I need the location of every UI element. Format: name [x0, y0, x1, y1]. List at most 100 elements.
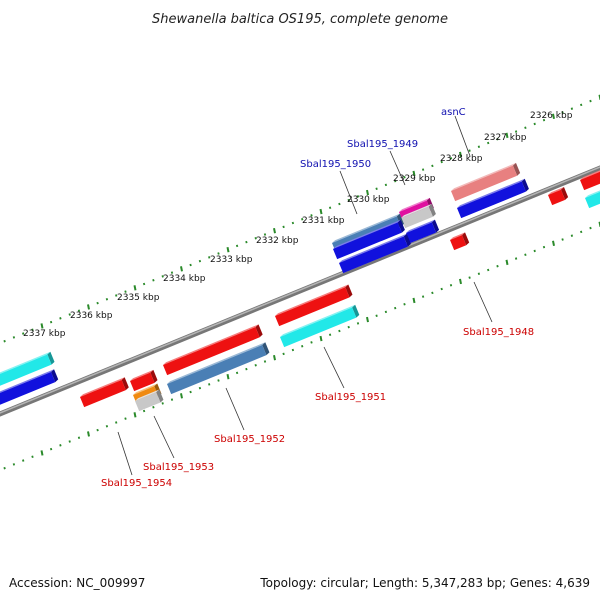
- gene-sbal195-1950-b[interactable]: [406, 219, 440, 244]
- ruler-tick: [245, 367, 248, 371]
- gene-sbal195-1948-upper[interactable]: [457, 178, 529, 219]
- ruler-tick: [496, 264, 499, 268]
- ruler-label: 2333 kbp: [210, 255, 253, 265]
- ruler-tick: [505, 259, 509, 266]
- ruler-tick: [328, 206, 332, 210]
- ruler-tick: [301, 217, 304, 221]
- ruler-label: 2328 kbp: [440, 154, 483, 164]
- ruler-tick: [31, 455, 34, 459]
- ruler-tick: [440, 287, 443, 291]
- gene-edge-red[interactable]: [580, 166, 600, 191]
- gene-sbal195-1949-shadow[interactable]: [401, 203, 436, 229]
- ruler-tick: [366, 316, 369, 323]
- ruler-tick: [347, 325, 350, 329]
- ruler-tick: [403, 176, 406, 179]
- gene-small-red[interactable]: [548, 186, 569, 206]
- ruler-tick: [115, 294, 118, 297]
- gene-label-sbal195-1954[interactable]: Sbal195_1954: [101, 478, 172, 489]
- gene-label-sbal195-1950[interactable]: Sbal195_1950: [300, 159, 371, 170]
- gene-left-blue[interactable]: [0, 369, 59, 407]
- ruler-tick: [375, 314, 378, 317]
- ruler-label: 2336 kbp: [70, 311, 113, 321]
- ruler-tick: [514, 257, 518, 260]
- ruler-tick: [533, 122, 536, 126]
- ruler-tick: [440, 160, 443, 164]
- ruler-tick: [22, 332, 25, 335]
- gene-small-red-2[interactable]: [130, 369, 158, 392]
- gene-label-asnc[interactable]: asnC: [441, 107, 466, 118]
- ruler-tick: [477, 145, 481, 149]
- ruler-tick: [412, 170, 416, 177]
- gene-sbal195-1951[interactable]: [280, 304, 360, 348]
- ruler-tick: [468, 276, 471, 279]
- ruler-label: 2331 kbp: [302, 216, 345, 226]
- ruler-tick: [189, 390, 192, 394]
- ruler-tick: [254, 364, 257, 367]
- ruler-tick: [263, 233, 267, 236]
- ruler-tick: [124, 417, 127, 420]
- ruler-tick: [180, 266, 183, 272]
- gene-label-sbal195-1953[interactable]: Sbal195_1953: [143, 462, 214, 473]
- ruler-tick: [77, 309, 81, 312]
- ruler-tick: [59, 444, 62, 447]
- ruler-tick: [142, 282, 146, 286]
- gene-sbal195-1950-d[interactable]: [339, 233, 411, 274]
- gene-label-sbal195-1951[interactable]: Sbal195_1951: [315, 392, 386, 403]
- gene-label-sbal195-1948[interactable]: Sbal195_1948: [463, 327, 534, 338]
- label-connectors: [117, 115, 493, 476]
- ruler-tick: [580, 230, 583, 234]
- gene-edge-cyan[interactable]: [585, 186, 600, 209]
- ruler-tick: [170, 271, 174, 274]
- ruler-tick: [198, 386, 202, 390]
- ruler-tick: [152, 278, 155, 282]
- gene-sbal195-1954[interactable]: [80, 377, 129, 408]
- ruler-tick: [217, 252, 220, 255]
- ruler-tick: [115, 421, 118, 424]
- gene-features: [0, 162, 600, 412]
- ruler-tick: [310, 341, 313, 344]
- ruler-tick: [124, 290, 127, 293]
- ruler-label: 2335 kbp: [117, 293, 160, 303]
- ruler-label: 2329 kbp: [393, 174, 436, 184]
- gene-asnc[interactable]: [451, 162, 521, 202]
- ruler-tick: [96, 428, 99, 432]
- ruler-tick: [152, 405, 155, 409]
- gene-sbal195-1951-red[interactable]: [275, 284, 353, 327]
- ruler-tick: [514, 130, 518, 133]
- gene-label-sbal195-1949[interactable]: Sbal195_1949: [347, 139, 418, 150]
- gene-label-sbal195-1952[interactable]: Sbal195_1952: [214, 434, 285, 445]
- ruler-tick: [384, 310, 388, 314]
- gene-left-cyan[interactable]: [0, 351, 55, 388]
- ruler-tick: [338, 202, 341, 206]
- genome-summary-text: Topology: circular; Length: 5,347,283 bp…: [259, 576, 590, 590]
- ruler-tick: [561, 111, 564, 114]
- gene-sbal195-1948[interactable]: [450, 232, 470, 251]
- ruler-tick: [133, 285, 137, 291]
- ruler-tick: [366, 189, 369, 196]
- ruler-tick: [22, 459, 25, 462]
- gene-sbal195-1952-red[interactable]: [163, 324, 263, 376]
- ruler-tick: [570, 234, 574, 237]
- ruler-tick: [161, 275, 164, 278]
- ruler-tick: [170, 398, 174, 401]
- gene-sbal195-1950-c[interactable]: [333, 219, 405, 260]
- ruler-tick: [254, 237, 257, 240]
- ruler-tick: [3, 466, 6, 470]
- gene-sbal195-1952[interactable]: [167, 342, 270, 395]
- ruler-tick: [505, 132, 509, 139]
- ruler-tick: [421, 295, 425, 298]
- ruler-tick: [356, 322, 360, 325]
- ruler-tick: [282, 225, 285, 229]
- ruler-tick: [319, 335, 323, 342]
- ruler-tick: [431, 291, 434, 295]
- ruler-tick: [394, 179, 397, 183]
- ruler-tick: [524, 253, 527, 257]
- ruler-tick: [589, 226, 592, 230]
- gene-sbal195-1953-shadow[interactable]: [135, 389, 164, 412]
- ruler-tick: [487, 268, 490, 272]
- ruler-tick: [328, 333, 332, 337]
- map-title: Shewanella baltica OS195, complete genom…: [152, 12, 448, 27]
- ruler-tick: [394, 306, 397, 310]
- ruler-tick: [403, 303, 406, 306]
